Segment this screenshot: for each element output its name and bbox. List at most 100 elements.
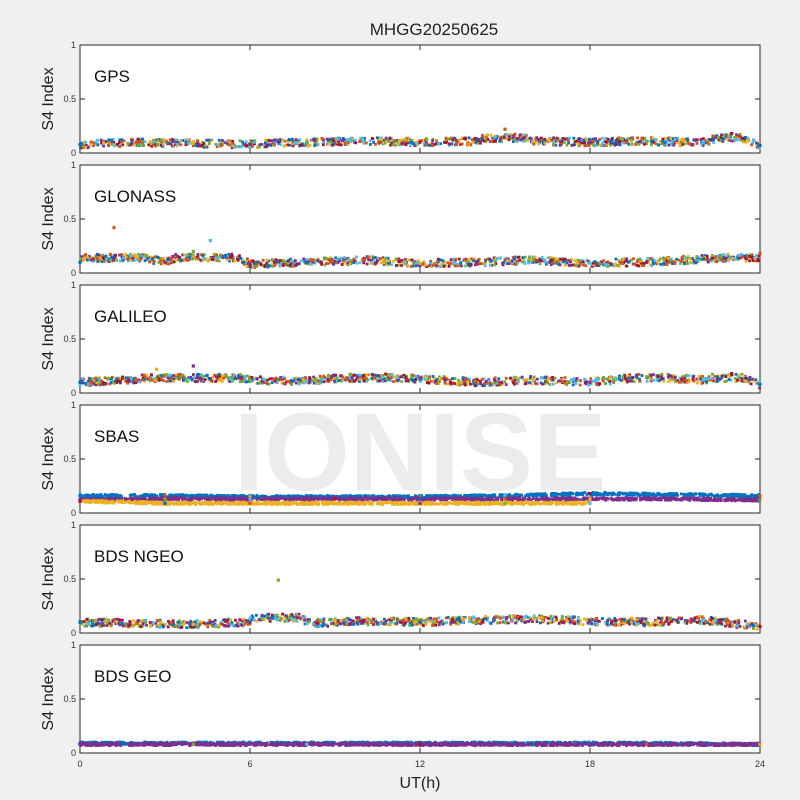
data-point — [326, 261, 330, 265]
data-point — [191, 144, 195, 148]
data-point — [737, 254, 741, 257]
data-point — [625, 493, 628, 497]
data-point — [200, 373, 204, 377]
data-point — [223, 141, 227, 144]
data-point — [424, 140, 428, 144]
data-point — [698, 494, 702, 498]
data-point — [214, 253, 218, 257]
data-point — [126, 258, 130, 261]
data-point — [216, 143, 220, 147]
data-point — [512, 260, 516, 264]
data-point — [302, 257, 306, 261]
data-point — [276, 138, 280, 142]
y-tick-label: 0 — [71, 268, 76, 278]
data-point — [356, 494, 360, 498]
panel-label-gps: GPS — [94, 67, 130, 86]
data-point — [108, 258, 112, 262]
data-point — [703, 254, 707, 258]
data-point — [135, 140, 139, 144]
data-point — [667, 492, 670, 496]
data-point — [244, 140, 248, 144]
data-point — [737, 493, 740, 497]
data-point — [532, 142, 536, 146]
data-point — [341, 375, 345, 379]
data-point — [377, 140, 380, 144]
data-point — [272, 140, 276, 144]
data-point — [487, 383, 491, 387]
data-point — [87, 255, 91, 258]
data-point — [757, 141, 760, 145]
data-point — [435, 382, 438, 385]
data-point — [211, 376, 215, 379]
data-point — [680, 377, 684, 381]
data-point — [484, 258, 488, 262]
y-tick-label: 0 — [71, 508, 76, 518]
data-point — [416, 263, 420, 267]
data-point — [643, 491, 647, 495]
data-point — [159, 377, 163, 381]
data-point — [558, 493, 562, 496]
data-point — [291, 142, 294, 146]
data-point — [512, 134, 515, 137]
data-point — [402, 494, 406, 498]
data-point — [514, 492, 518, 496]
data-point — [674, 138, 677, 141]
data-point — [240, 258, 244, 262]
data-point — [441, 494, 445, 498]
data-point — [441, 377, 444, 381]
data-point — [651, 373, 654, 377]
data-point — [97, 382, 101, 386]
data-point — [256, 381, 260, 385]
data-point — [283, 139, 287, 143]
data-point — [486, 494, 489, 498]
data-point — [264, 138, 268, 142]
data-point — [163, 138, 166, 142]
data-point — [348, 258, 352, 262]
data-point — [737, 494, 740, 498]
data-point — [492, 495, 496, 499]
data-point — [594, 144, 598, 147]
data-point — [298, 380, 302, 384]
data-point — [193, 380, 197, 383]
data-point — [738, 133, 742, 136]
data-point — [652, 140, 655, 144]
data-point — [126, 381, 130, 385]
data-point — [695, 255, 699, 258]
data-point — [719, 255, 723, 258]
data-point — [516, 493, 519, 496]
data-point — [495, 134, 499, 138]
data-point — [437, 382, 441, 386]
data-point — [751, 259, 755, 263]
data-point — [374, 262, 378, 265]
data-point — [660, 372, 664, 376]
data-point — [661, 140, 665, 143]
data-point — [464, 136, 467, 140]
data-point — [362, 141, 366, 145]
data-point — [173, 139, 177, 143]
data-point — [571, 383, 575, 387]
data-point — [494, 257, 498, 260]
data-point — [695, 381, 699, 385]
data-point — [420, 377, 424, 380]
data-point — [673, 493, 677, 497]
data-point — [219, 254, 222, 258]
data-point — [451, 377, 454, 381]
data-point — [578, 383, 582, 387]
data-point — [559, 378, 563, 381]
data-point — [318, 374, 322, 378]
data-point — [267, 259, 271, 263]
data-point — [710, 376, 714, 380]
data-point — [214, 142, 218, 146]
data-point — [635, 373, 639, 377]
data-point — [649, 139, 653, 143]
data-point — [418, 264, 422, 268]
data-point — [466, 494, 470, 498]
data-point — [617, 493, 621, 497]
data-point — [335, 378, 339, 382]
data-point — [278, 264, 282, 268]
data-point — [671, 262, 674, 266]
data-point — [515, 381, 519, 385]
data-point — [99, 138, 103, 142]
data-point — [234, 377, 238, 381]
data-point — [660, 377, 664, 381]
